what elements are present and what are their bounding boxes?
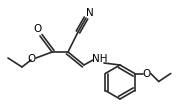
Text: NH: NH <box>92 54 108 64</box>
Text: O: O <box>28 54 36 64</box>
Text: O: O <box>143 68 151 78</box>
Text: N: N <box>86 8 94 18</box>
Text: O: O <box>34 24 42 34</box>
